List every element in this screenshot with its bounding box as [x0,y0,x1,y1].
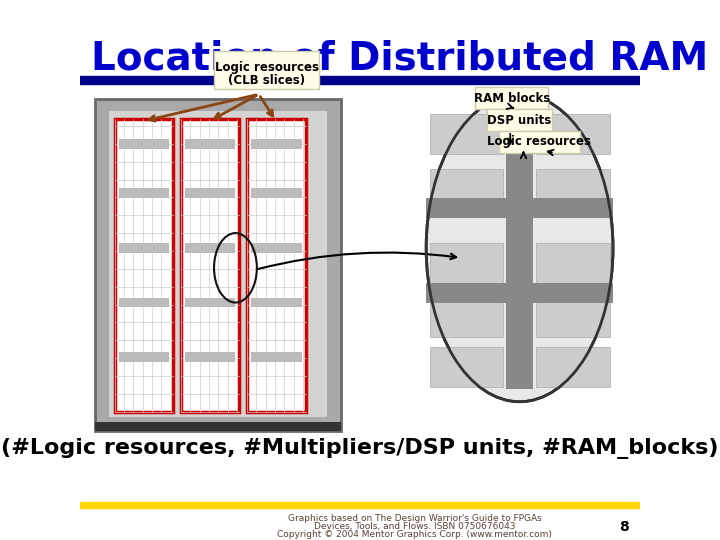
Bar [181,119,239,411]
Bar [536,243,610,282]
Bar [430,347,503,387]
Bar [80,76,640,84]
Bar [185,243,235,253]
Bar [185,139,235,149]
Text: Logic resources: Logic resources [487,136,591,148]
FancyBboxPatch shape [475,87,549,109]
Text: DSP units: DSP units [487,113,552,126]
Bar [536,347,610,387]
Ellipse shape [426,94,613,402]
Bar [430,298,503,338]
Bar [247,119,305,411]
Bar [185,352,235,362]
Bar [536,168,610,208]
Bar [536,114,610,154]
Bar [119,243,169,253]
FancyBboxPatch shape [498,131,580,153]
Bar [119,188,169,198]
Bar [95,422,341,431]
Text: Location of Distributed RAM: Location of Distributed RAM [91,39,708,78]
Text: (#Logic resources, #Multipliers/DSP units, #RAM_blocks): (#Logic resources, #Multipliers/DSP unit… [1,438,719,459]
Bar [251,298,302,307]
Bar [426,282,613,302]
Text: (CLB slices): (CLB slices) [228,75,305,87]
Bar [251,139,302,149]
Text: Logic resources: Logic resources [215,62,318,75]
Bar [536,298,610,338]
Bar [251,243,302,253]
Bar [251,352,302,362]
Text: Copyright © 2004 Mentor Graphics Corp. (www.mentor.com): Copyright © 2004 Mentor Graphics Corp. (… [277,530,552,539]
Bar [426,198,613,218]
Bar [430,243,503,282]
Bar [185,298,235,307]
FancyBboxPatch shape [487,109,552,131]
Bar [114,119,174,411]
Bar [95,99,341,431]
Bar [119,139,169,149]
Bar [430,114,503,154]
Bar [80,502,640,508]
Text: Devices, Tools, and Flows. ISBN 0750676043: Devices, Tools, and Flows. ISBN 07506760… [314,522,516,531]
Bar [430,168,503,208]
Bar [506,106,533,389]
Bar [185,188,235,198]
FancyBboxPatch shape [215,51,319,89]
Text: Graphics based on The Design Warrior's Guide to FPGAs: Graphics based on The Design Warrior's G… [287,514,541,523]
Bar [251,188,302,198]
Text: 8: 8 [618,519,629,534]
Bar [119,352,169,362]
Bar [119,298,169,307]
Text: RAM blocks: RAM blocks [474,92,550,105]
Bar [109,111,328,416]
